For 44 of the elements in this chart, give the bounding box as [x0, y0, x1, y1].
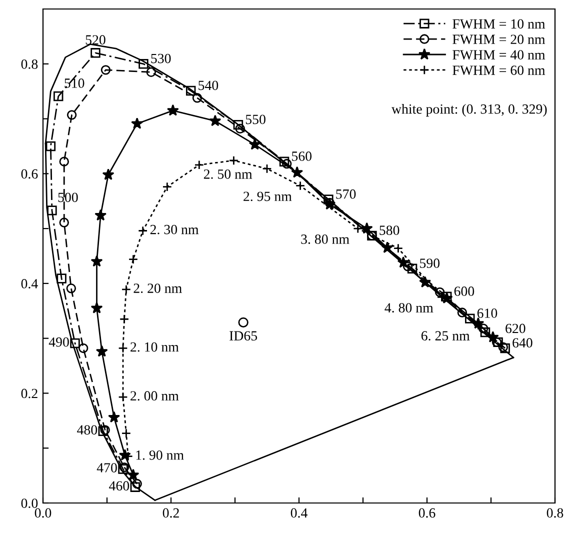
- y-tick-label: 0.2: [21, 388, 38, 398]
- annotation: 610: [477, 308, 498, 318]
- annotation: 470: [96, 463, 117, 472]
- y-tick-label: 0.8: [21, 59, 38, 69]
- annotation: 3. 80 nm: [301, 234, 350, 244]
- annotation: 2. 30 nm: [150, 224, 199, 234]
- annotation: 2. 95 nm: [244, 192, 292, 202]
- annotation: 460: [109, 481, 130, 491]
- annotation: white point: (0. 313, 0. 329): [391, 104, 547, 117]
- legend-label: FWHM = 60 nm: [452, 66, 546, 76]
- annotation: 620: [506, 324, 526, 334]
- x-tick-label: 0.0: [34, 508, 52, 518]
- annotation: 2. 00 nm: [130, 391, 179, 401]
- x-tick-label: 0.4: [290, 508, 308, 518]
- annotation: 590: [420, 258, 440, 268]
- annotation: 560: [292, 152, 312, 161]
- annotation: 550: [246, 114, 266, 124]
- annotation: 480: [77, 425, 98, 435]
- x-tick-label: 0.6: [418, 508, 436, 518]
- annotation: 4. 80 nm: [384, 303, 434, 313]
- y-tick-label: 0.0: [21, 498, 38, 508]
- annotation: 2. 10 nm: [130, 342, 179, 352]
- annotation: 530: [151, 54, 171, 64]
- y-tick-label: 0.6: [21, 169, 38, 179]
- annotation: 6. 25 nm: [421, 331, 470, 341]
- annotation: 2. 50 nm: [204, 169, 252, 179]
- annotation: 510: [64, 78, 84, 88]
- annotation: 580: [380, 226, 400, 235]
- annotation: 600: [454, 286, 474, 296]
- legend-label: FWHM = 20 nm: [452, 34, 546, 44]
- series-label: ID65: [230, 331, 258, 341]
- x-tick-label: 0.8: [546, 508, 564, 518]
- annotation: 640: [512, 338, 532, 348]
- legend-label: FWHM = 40 nm: [452, 50, 546, 60]
- annotation: 540: [198, 80, 218, 90]
- annotation: 520: [86, 35, 106, 45]
- legend-label: FWHM = 10 nm: [452, 19, 546, 29]
- annotation: 570: [336, 189, 356, 199]
- annotation: 490: [48, 337, 69, 347]
- annotation: 1. 90 nm: [136, 450, 184, 460]
- y-tick-label: 0.4: [21, 279, 38, 288]
- x-tick-label: 0.2: [162, 508, 179, 518]
- annotation: 2. 20 nm: [134, 284, 182, 294]
- annotation: 500: [58, 192, 78, 202]
